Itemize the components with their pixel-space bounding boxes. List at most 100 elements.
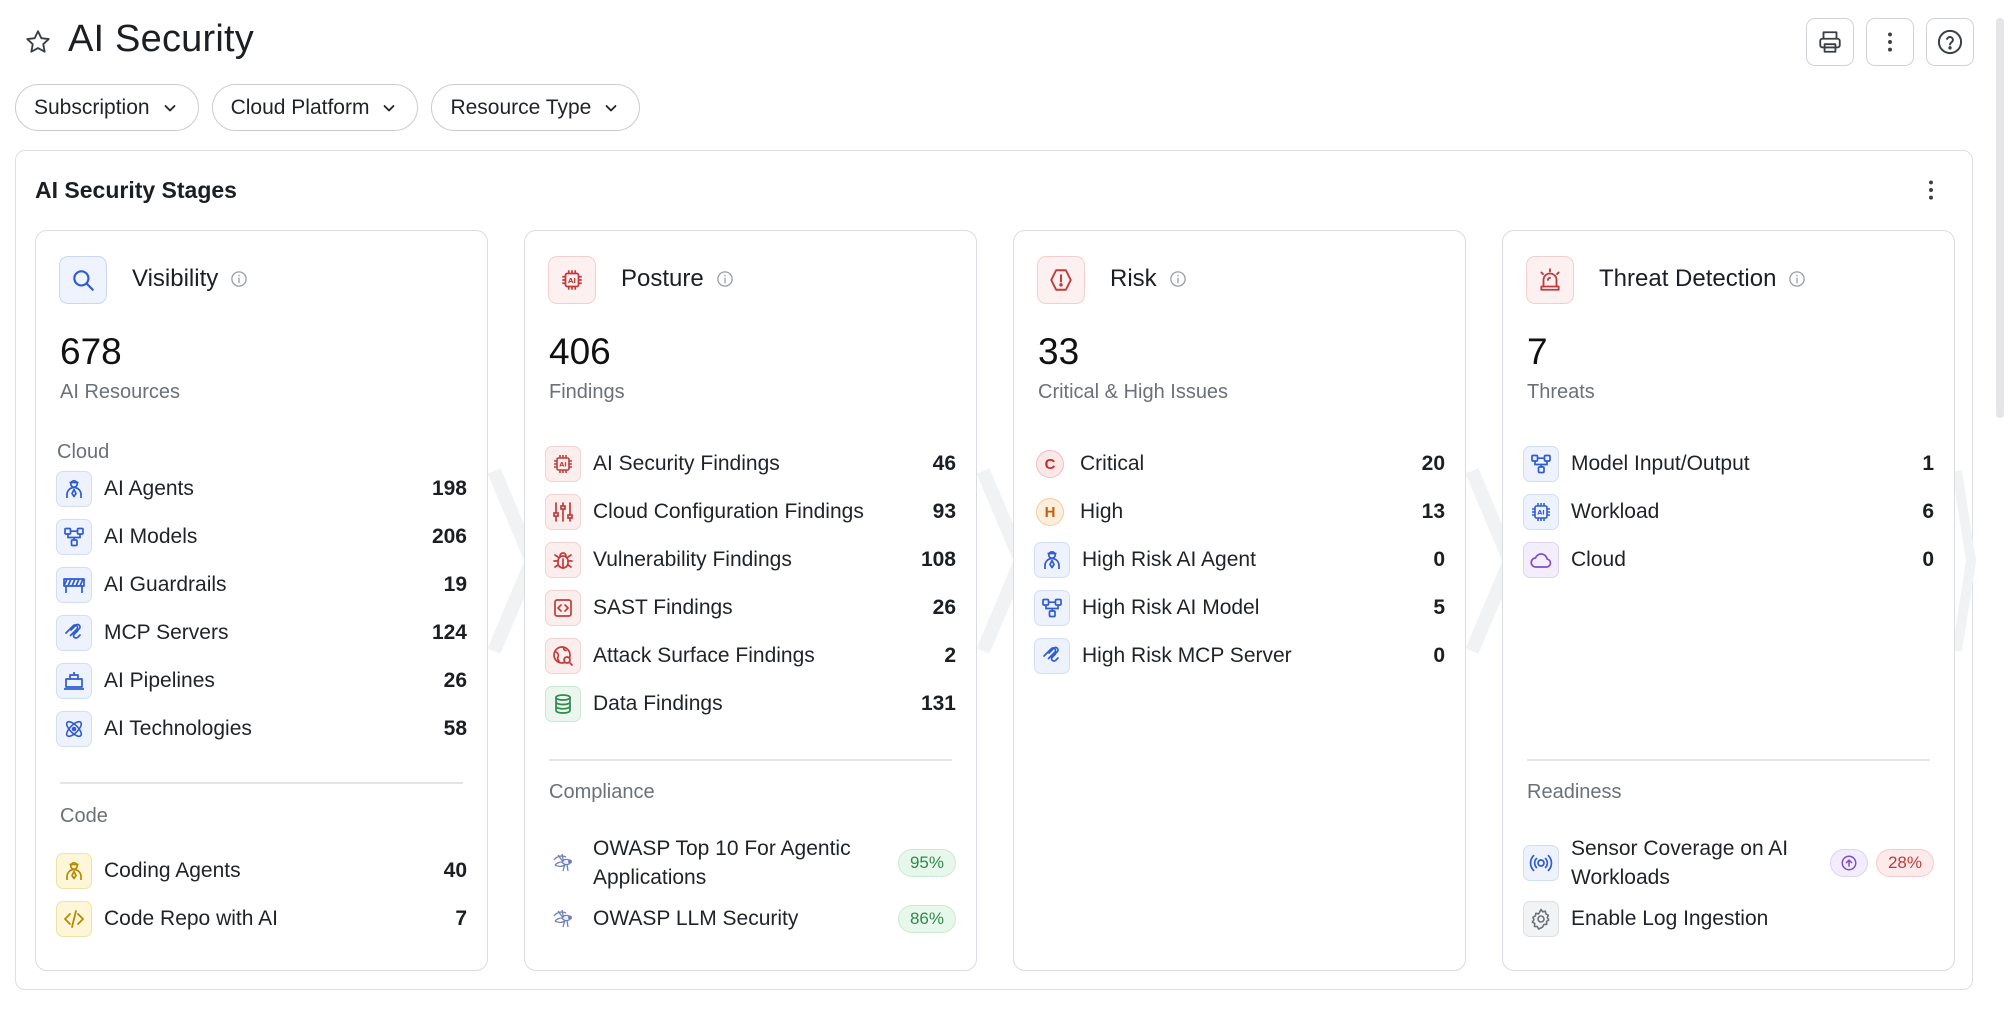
- list-item[interactable]: AI AI Security Findings 46: [545, 445, 956, 483]
- item-count: 58: [443, 717, 467, 740]
- upgrade-indicator[interactable]: [1829, 849, 1868, 877]
- item-count: 0: [1433, 644, 1445, 667]
- metric-value: 406: [549, 331, 611, 372]
- chevron-down-icon: [605, 104, 617, 111]
- ai-chip-icon: AI: [1523, 494, 1559, 530]
- metric-label: Findings: [549, 381, 625, 403]
- page-title: AI Security: [68, 18, 254, 60]
- scrollbar[interactable]: [1996, 18, 2004, 418]
- item-label: Code Repo with AI: [104, 907, 278, 930]
- item-label: High Risk MCP Server: [1082, 644, 1292, 667]
- item-label: Workload: [1571, 500, 1660, 523]
- list-item[interactable]: Sensor Coverage on AI Workloads 28%: [1523, 833, 1934, 893]
- panel-more-button[interactable]: [1916, 175, 1946, 205]
- list-item[interactable]: Vulnerability Findings 108: [545, 541, 956, 579]
- help-button[interactable]: [1926, 18, 1974, 66]
- list-item[interactable]: Attack Surface Findings 2: [545, 637, 956, 675]
- list-item[interactable]: AI Technologies 58: [56, 710, 467, 748]
- ai-chip-icon: AI: [545, 446, 581, 482]
- compliance-percent-badge: 86%: [897, 905, 956, 933]
- visibility-card[interactable]: Visibility 678 AI Resources Cloud AI Age…: [35, 230, 488, 971]
- risk-card[interactable]: Risk 33 Critical & High Issues C Critica…: [1013, 230, 1466, 971]
- item-count: 2: [944, 644, 956, 667]
- list-item[interactable]: H High 13: [1034, 493, 1445, 531]
- panel-title: AI Security Stages: [35, 177, 237, 203]
- siren-icon: [1540, 268, 1560, 291]
- list-item[interactable]: High Risk MCP Server 0: [1034, 637, 1445, 675]
- list-item[interactable]: High Risk AI Agent 0: [1034, 541, 1445, 579]
- model-icon: [1523, 446, 1559, 482]
- list-item[interactable]: Coding Agents 40: [56, 852, 467, 890]
- list-item[interactable]: AI Models 206: [56, 518, 467, 556]
- list-item[interactable]: SAST Findings 26: [545, 589, 956, 627]
- item-count: 26: [443, 669, 467, 692]
- info-icon[interactable]: [230, 270, 248, 288]
- resource-type-filter[interactable]: Resource Type: [431, 84, 641, 131]
- item-label: Cloud Configuration Findings: [593, 500, 864, 523]
- guardrail-icon: [56, 567, 92, 603]
- list-item[interactable]: OWASP Top 10 For Agentic Applications 95…: [545, 833, 956, 893]
- item-count: 0: [1433, 548, 1445, 571]
- star-icon[interactable]: [24, 28, 52, 56]
- chevron-down-icon: [384, 104, 395, 111]
- print-icon: [1819, 31, 1841, 53]
- compliance-percent-badge: 95%: [897, 849, 956, 877]
- code-repo-icon: [56, 901, 92, 937]
- card-title: Posture: [621, 265, 734, 293]
- item-label: AI Models: [104, 525, 198, 548]
- list-item[interactable]: Cloud Configuration Findings 93: [545, 493, 956, 531]
- list-item[interactable]: Model Input/Output 1: [1523, 445, 1934, 483]
- item-label: AI Agents: [104, 477, 194, 500]
- divider: [60, 782, 463, 784]
- list-item[interactable]: Cloud 0: [1523, 541, 1934, 579]
- item-label: Enable Log Ingestion: [1571, 907, 1769, 930]
- subscription-filter[interactable]: Subscription: [15, 84, 199, 131]
- item-count: 1: [1922, 452, 1934, 475]
- threat-detection-card[interactable]: Threat Detection 7 Threats Model Input/O…: [1502, 230, 1955, 971]
- item-label: MCP Servers: [104, 621, 229, 644]
- list-item[interactable]: MCP Servers 124: [56, 614, 467, 652]
- owasp-wasp-icon: [545, 845, 581, 881]
- list-item[interactable]: Code Repo with AI 7: [56, 900, 467, 938]
- posture-card[interactable]: AI Posture 406 Findings AI AI Security F…: [524, 230, 977, 971]
- metric-label: AI Resources: [60, 381, 181, 403]
- item-label: Data Findings: [593, 692, 723, 715]
- item-label: SAST Findings: [593, 596, 733, 619]
- list-item[interactable]: AI Agents 198: [56, 470, 467, 508]
- filter-label: Subscription: [34, 95, 150, 119]
- card-title-text: Risk: [1110, 265, 1157, 292]
- list-item[interactable]: AI Guardrails 19: [56, 566, 467, 604]
- list-item[interactable]: AI Workload 6: [1523, 493, 1934, 531]
- item-label: Coding Agents: [104, 859, 241, 882]
- alert-hexagon-icon: [1050, 269, 1072, 291]
- card-title-text: Posture: [621, 265, 704, 292]
- list-item[interactable]: OWASP LLM Security 86%: [545, 900, 956, 938]
- info-icon[interactable]: [1169, 270, 1187, 288]
- cloud-platform-filter[interactable]: Cloud Platform: [211, 84, 419, 131]
- item-count: 7: [455, 907, 467, 930]
- print-button[interactable]: [1806, 18, 1854, 66]
- cloud-icon: [1523, 542, 1559, 578]
- mcp-server-icon: [1034, 638, 1070, 674]
- item-count: 6: [1922, 500, 1934, 523]
- page-header: AI Security: [0, 0, 2010, 80]
- upload-circle-icon: [1841, 855, 1857, 871]
- item-label: High Risk AI Agent: [1082, 548, 1256, 571]
- item-count: 40: [443, 859, 467, 882]
- agent-icon: [1034, 542, 1070, 578]
- list-item[interactable]: High Risk AI Model 5: [1034, 589, 1445, 627]
- list-item[interactable]: Enable Log Ingestion: [1523, 900, 1934, 938]
- item-count: 124: [431, 621, 467, 644]
- item-count: 26: [932, 596, 956, 619]
- ai-chip-icon: AI: [562, 270, 582, 290]
- list-item[interactable]: C Critical 20: [1034, 445, 1445, 483]
- list-item[interactable]: AI Pipelines 26: [56, 662, 467, 700]
- item-label: Model Input/Output: [1571, 452, 1750, 475]
- info-icon[interactable]: [716, 270, 734, 288]
- info-icon[interactable]: [1788, 270, 1806, 288]
- more-options-button[interactable]: [1866, 18, 1914, 66]
- code-brackets-icon: [545, 590, 581, 626]
- gear-icon: [1523, 901, 1559, 937]
- list-item[interactable]: Data Findings 131: [545, 685, 956, 723]
- threat-card-icon: [1526, 256, 1574, 304]
